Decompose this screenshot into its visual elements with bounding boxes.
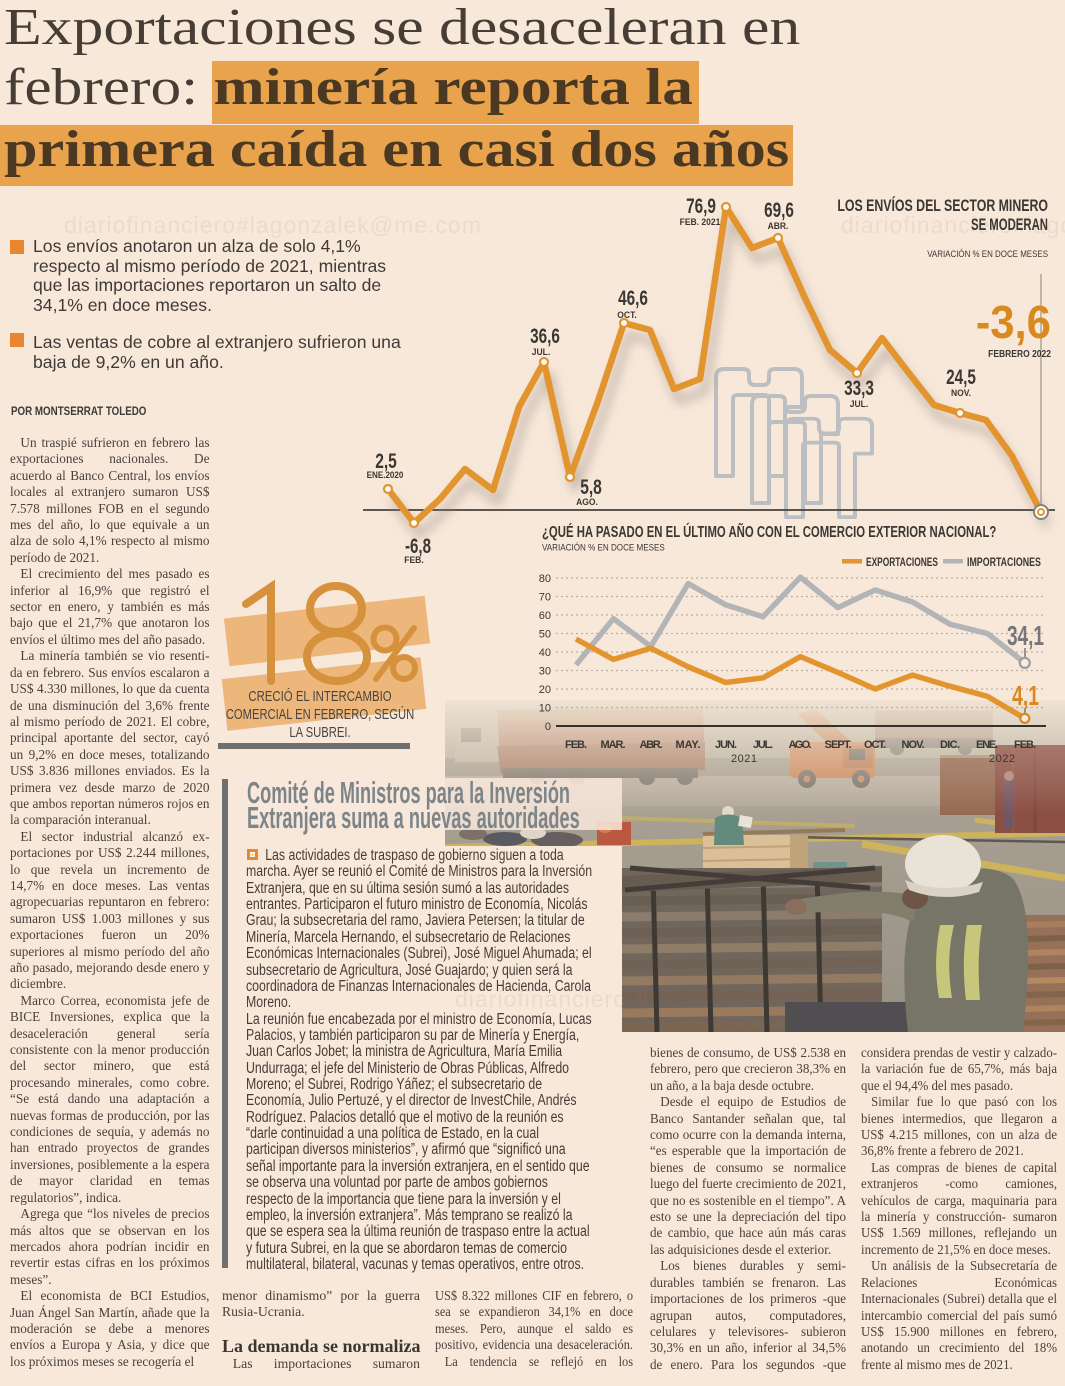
svg-text:JUN.: JUN. <box>715 739 737 751</box>
svg-text:AGO.: AGO. <box>789 739 812 751</box>
svg-text:20: 20 <box>539 684 551 696</box>
svg-text:60: 60 <box>539 610 551 622</box>
svg-text:IMPORTACIONES: IMPORTACIONES <box>967 557 1041 569</box>
svg-text:0: 0 <box>545 721 551 733</box>
svg-text:2021: 2021 <box>731 753 757 765</box>
svg-text:5,8: 5,8 <box>580 475 602 499</box>
svg-text:50: 50 <box>539 629 551 641</box>
svg-text:MAR.: MAR. <box>601 739 626 751</box>
svg-text:ENE.: ENE. <box>976 739 998 751</box>
svg-text:JUL.: JUL. <box>753 739 773 751</box>
svg-text:EXPORTACIONES: EXPORTACIONES <box>866 557 938 570</box>
svg-text:-6,8: -6,8 <box>405 533 431 557</box>
svg-text:80: 80 <box>539 573 551 585</box>
svg-text:FEB. 2021: FEB. 2021 <box>680 217 721 228</box>
svg-text:LOS ENVÍOS DEL SECTOR MINERO: LOS ENVÍOS DEL SECTOR MINERO <box>837 196 1048 215</box>
svg-text:LA SUBREI.: LA SUBREI. <box>289 724 350 741</box>
svg-text:OCT.: OCT. <box>617 310 636 321</box>
svg-text:AGO.: AGO. <box>576 497 598 508</box>
svg-text:SEPT.: SEPT. <box>825 739 852 751</box>
svg-text:VARIACIÓN % EN DOCE MESES: VARIACIÓN % EN DOCE MESES <box>542 542 665 553</box>
svg-text:FEB.: FEB. <box>404 555 423 566</box>
svg-text:24,5: 24,5 <box>946 365 976 389</box>
svg-text:NOV.: NOV. <box>902 739 925 751</box>
svg-text:COMERCIAL EN FEBRERO, SEGÚN: COMERCIAL EN FEBRERO, SEGÚN <box>226 706 414 723</box>
svg-text:OCT.: OCT. <box>864 739 886 751</box>
svg-text:46,6: 46,6 <box>618 286 648 310</box>
svg-text:34,1: 34,1 <box>1007 620 1044 652</box>
svg-text:30: 30 <box>539 666 551 678</box>
svg-text:JUL.: JUL. <box>532 347 550 358</box>
svg-text:MAY.: MAY. <box>676 739 701 751</box>
svg-text:VARIACIÓN % EN DOCE MESES: VARIACIÓN % EN DOCE MESES <box>927 248 1048 259</box>
svg-text:JUL.: JUL. <box>850 399 868 410</box>
svg-text:FEB.: FEB. <box>1014 739 1036 751</box>
svg-text:¿QUÉ HA PASADO EN EL ÚLTIMO AÑ: ¿QUÉ HA PASADO EN EL ÚLTIMO AÑO CON EL C… <box>542 523 996 540</box>
svg-text:FEBRERO 2022: FEBRERO 2022 <box>988 348 1051 360</box>
svg-text:70: 70 <box>539 592 551 604</box>
svg-text:36,6: 36,6 <box>530 324 560 348</box>
svg-text:40: 40 <box>539 647 551 659</box>
svg-text:33,3: 33,3 <box>844 376 874 400</box>
svg-text:10: 10 <box>539 703 551 715</box>
svg-text:69,6: 69,6 <box>764 198 794 222</box>
svg-text:4,1: 4,1 <box>1012 681 1039 712</box>
svg-text:DIC.: DIC. <box>940 739 960 751</box>
svg-text:FEB.: FEB. <box>565 739 587 751</box>
svg-text:ABR.: ABR. <box>640 739 663 751</box>
svg-text:ENE.2020: ENE.2020 <box>367 469 404 480</box>
svg-text:76,9: 76,9 <box>686 194 716 218</box>
svg-text:2022: 2022 <box>989 753 1015 765</box>
svg-text:CRECIÓ EL INTERCAMBIO: CRECIÓ EL INTERCAMBIO <box>248 688 391 705</box>
svg-text:2,5: 2,5 <box>375 449 397 473</box>
svg-text:-3,6: -3,6 <box>976 296 1051 348</box>
svg-text:ABR.: ABR. <box>768 221 789 232</box>
svg-text:SE MODERAN: SE MODERAN <box>971 216 1048 235</box>
svg-text:NOV.: NOV. <box>951 388 971 399</box>
